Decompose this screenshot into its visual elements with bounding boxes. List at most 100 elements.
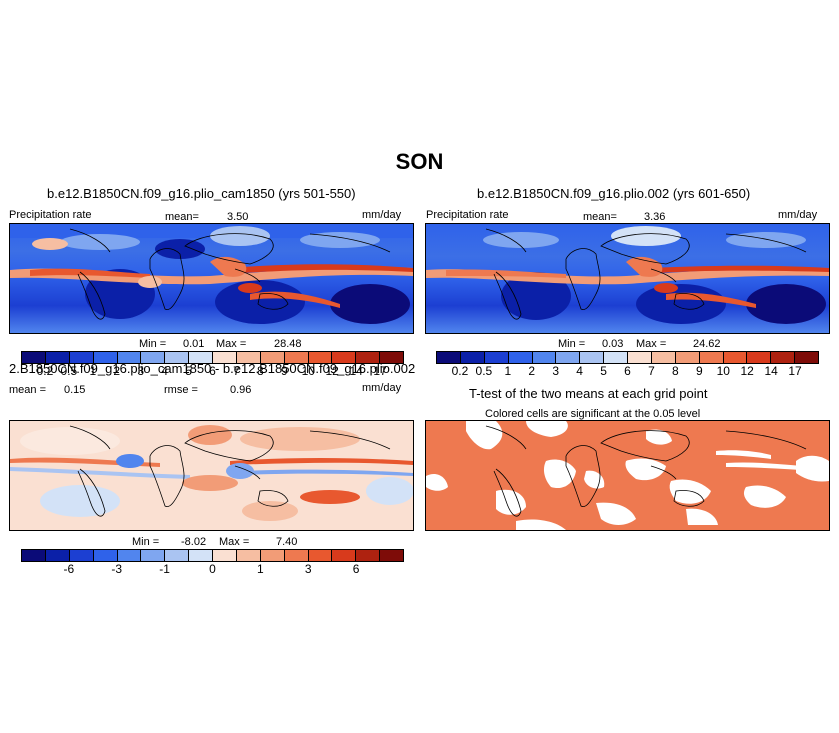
colorbar-swatch bbox=[284, 550, 309, 561]
colorbar-swatch bbox=[165, 550, 190, 561]
colorbar-tick-label: 0.2 bbox=[36, 364, 54, 378]
colorbar-swatch bbox=[356, 352, 381, 363]
colorbar-swatch bbox=[460, 352, 485, 363]
colorbar-swatch bbox=[284, 352, 309, 363]
colorbar-tick-label: 9 bbox=[695, 364, 703, 378]
units-bottom-left: mm/day bbox=[362, 382, 402, 394]
min-value-bottom-left: -8.02 bbox=[181, 536, 207, 548]
min-value-top-left: 0.01 bbox=[183, 338, 205, 350]
rmse-label-bottom-left: rmse = bbox=[164, 384, 198, 396]
colorbar-swatch bbox=[22, 550, 46, 561]
colorbar-swatch bbox=[213, 352, 237, 363]
min-label-top-left: Min = bbox=[139, 338, 167, 350]
colorbar-swatch bbox=[165, 352, 190, 363]
colorbar-top-right bbox=[436, 351, 819, 364]
colorbar-tick-label: 0.5 bbox=[475, 364, 493, 378]
colorbar-swatch bbox=[22, 352, 46, 363]
colorbar-tick-label: 10 bbox=[301, 364, 315, 378]
colorbar-tick-label: 0.5 bbox=[60, 364, 78, 378]
colorbar-swatch bbox=[117, 550, 142, 561]
colorbar-tick-label: 10 bbox=[716, 364, 730, 378]
colorbar-swatch bbox=[556, 352, 581, 363]
colorbar-tick-label: 14 bbox=[764, 364, 778, 378]
panel-title-bottom-left: 2.B1850CN.f09_g16.plio_cam1850 - b.e12.B… bbox=[9, 361, 416, 376]
colorbar-tick-label: 3 bbox=[137, 364, 145, 378]
colorbar-tick-label: -1 bbox=[159, 562, 170, 576]
colorbar-swatch bbox=[213, 550, 237, 561]
colorbar-tick-label: 1 bbox=[89, 364, 97, 378]
colorbar-swatch bbox=[380, 550, 403, 561]
colorbar-top-left bbox=[21, 351, 404, 364]
colorbar-tick-label: 3 bbox=[552, 364, 560, 378]
min-value-top-right: 0.03 bbox=[602, 338, 624, 350]
colorbar-tick-label: -6 bbox=[63, 562, 75, 576]
variable-label-top-right: Precipitation rate bbox=[426, 209, 509, 221]
colorbar-tick-label: 12 bbox=[740, 364, 754, 378]
colorbar-tick-label: 1 bbox=[257, 562, 264, 576]
colorbar-tick-label: 17 bbox=[788, 364, 802, 378]
colorbar-tick-label: 7 bbox=[233, 364, 240, 378]
colorbar-tick-label: 8 bbox=[257, 364, 264, 378]
colorbar-swatch bbox=[484, 352, 509, 363]
colorbar-swatch bbox=[437, 352, 461, 363]
colorbar-tick-label: 6 bbox=[209, 364, 216, 378]
max-value-top-left: 28.48 bbox=[274, 338, 302, 350]
max-value-top-right: 24.62 bbox=[693, 338, 721, 350]
colorbar-tick-label: 12 bbox=[325, 364, 339, 378]
colorbar-swatch bbox=[651, 352, 676, 363]
colorbar-swatch bbox=[45, 550, 70, 561]
colorbar-swatch bbox=[69, 550, 94, 561]
colorbar-swatch bbox=[699, 352, 724, 363]
colorbar-tick-label: 6 bbox=[352, 562, 360, 576]
units-top-right: mm/day bbox=[778, 209, 818, 221]
mean-value-top-left: 3.50 bbox=[227, 211, 249, 223]
max-value-bottom-left: 7.40 bbox=[276, 536, 298, 548]
colorbar-swatch bbox=[332, 352, 357, 363]
colorbar-swatch bbox=[795, 352, 818, 363]
colorbar-swatch bbox=[45, 352, 70, 363]
panel-title-top-left: b.e12.B1850CN.f09_g16.plio_cam1850 (yrs … bbox=[47, 186, 356, 201]
colorbar-swatch bbox=[532, 352, 557, 363]
difference-map-bottom-left bbox=[9, 420, 414, 531]
precip-map-top-right bbox=[425, 223, 830, 334]
colorbar-swatch bbox=[260, 550, 285, 561]
colorbar-swatch bbox=[117, 352, 142, 363]
colorbar-swatch bbox=[93, 550, 118, 561]
mean-label-top-left: mean= bbox=[165, 211, 199, 223]
colorbar-swatch bbox=[675, 352, 700, 363]
max-label-top-right: Max = bbox=[636, 338, 667, 350]
rmse-value-bottom-left: 0.96 bbox=[230, 384, 252, 396]
colorbar-swatch bbox=[580, 352, 605, 363]
colorbar-tick-label: -3 bbox=[111, 562, 123, 576]
colorbar-tick-label: 5 bbox=[185, 364, 192, 378]
colorbar-swatch bbox=[628, 352, 652, 363]
colorbar-swatch bbox=[604, 352, 628, 363]
units-top-left: mm/day bbox=[362, 209, 402, 221]
mean-label-bottom-left: mean = bbox=[9, 384, 46, 396]
colorbar-ticks-bottom-left: -6 -3 -1 0 1 3 6 bbox=[21, 562, 404, 578]
colorbar-swatch bbox=[508, 352, 533, 363]
colorbar-tick-label: 8 bbox=[672, 364, 679, 378]
colorbar-swatch bbox=[332, 550, 357, 561]
colorbar-swatch bbox=[236, 352, 261, 363]
panel-title-top-right: b.e12.B1850CN.f09_g16.plio.002 (yrs 601-… bbox=[477, 186, 751, 201]
colorbar-swatch bbox=[236, 550, 261, 561]
figure-title: SON bbox=[395, 149, 444, 174]
colorbar-swatch bbox=[771, 352, 796, 363]
colorbar-swatch bbox=[356, 550, 381, 561]
ttest-significance-map bbox=[425, 420, 830, 531]
colorbar-tick-label: 14 bbox=[349, 364, 363, 378]
colorbar-swatch bbox=[747, 352, 772, 363]
colorbar-swatch bbox=[260, 352, 285, 363]
max-label-top-left: Max = bbox=[216, 338, 247, 350]
colorbar-tick-label: 0 bbox=[209, 562, 216, 576]
max-label-bottom-left: Max = bbox=[219, 536, 250, 548]
colorbar-swatch bbox=[380, 352, 403, 363]
colorbar-ticks-top-left: 0.2 0.5 1 2 3 4 5 6 7 8 9 10 12 14 17 bbox=[21, 364, 404, 380]
colorbar-swatch bbox=[69, 352, 94, 363]
colorbar-swatch bbox=[93, 352, 118, 363]
colorbar-tick-label: 3 bbox=[304, 562, 312, 576]
mean-value-top-right: 3.36 bbox=[644, 211, 666, 223]
mean-value-bottom-left: 0.15 bbox=[64, 384, 86, 396]
precip-map-top-left bbox=[9, 223, 414, 334]
